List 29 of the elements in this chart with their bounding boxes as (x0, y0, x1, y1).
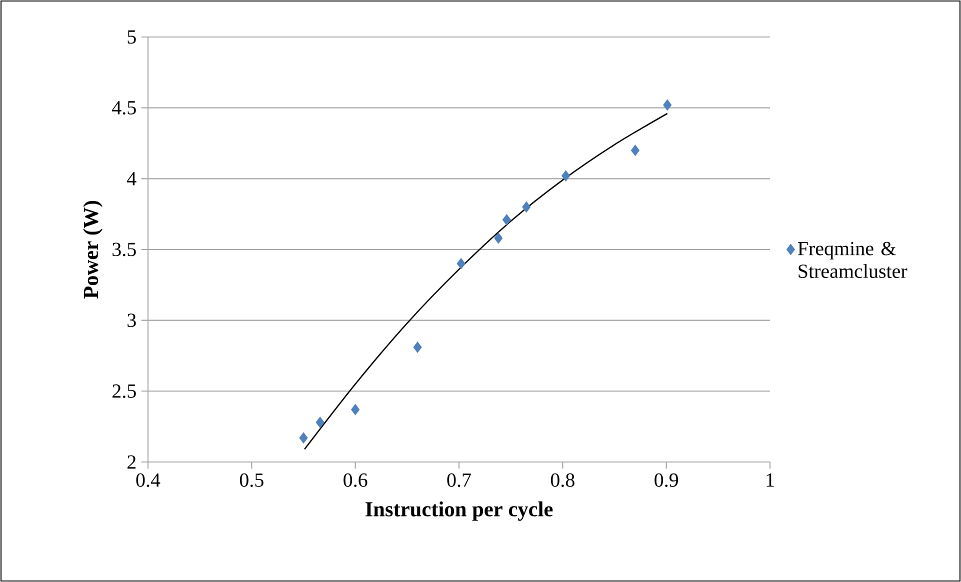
point (522, 201, 531, 213)
x-tick-label: 0.6 (344, 473, 368, 487)
y-axis-title: Power (W) (83, 200, 102, 299)
y-tick-label: 2 (128, 455, 136, 469)
y-tick-label: 3 (128, 314, 136, 328)
point (456, 258, 466, 270)
point (562, 170, 570, 182)
y-tick-label: 4 (127, 172, 136, 186)
legend-label: Freqmine & Streamcluster (798, 242, 908, 278)
x-tick-label: 0.9 (654, 473, 678, 487)
x-tick-label: 0.5 (240, 473, 264, 487)
point (630, 144, 640, 156)
x-tick-label: 0.8 (550, 473, 574, 487)
point (494, 232, 503, 244)
point (663, 99, 672, 111)
point (299, 432, 308, 444)
point (351, 404, 360, 416)
x-tick-label: 0.7 (447, 473, 471, 487)
point (502, 214, 511, 226)
x-axis-title: Instruction per cycle (366, 501, 553, 521)
y-tick-label: 5 (128, 30, 136, 44)
x-tick-label: 0.4 (136, 473, 160, 487)
line-series (304, 112, 668, 450)
y-tick-label: 4.5 (112, 101, 136, 115)
y-tick-label: 3.5 (112, 242, 136, 256)
y-tick-label: 2.5 (112, 384, 136, 398)
point (316, 416, 324, 428)
point (413, 342, 422, 353)
x-tick-label: 1 (766, 473, 774, 487)
